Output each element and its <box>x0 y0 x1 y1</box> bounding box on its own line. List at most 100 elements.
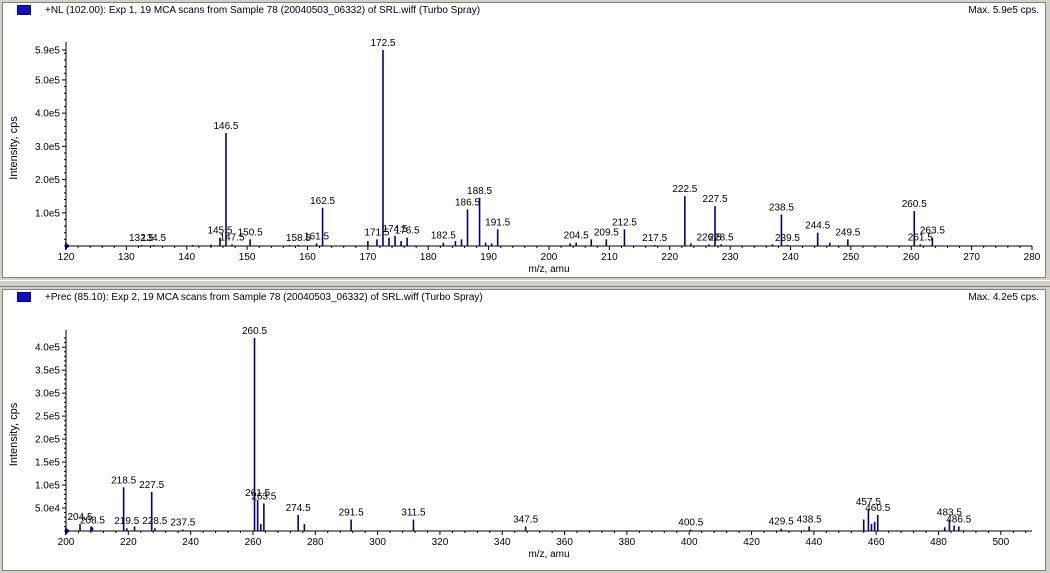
y-axis-label: Intensity, cps <box>8 116 20 180</box>
y-tick-label: 3.0e5 <box>35 389 60 400</box>
x-tick-label: 220 <box>120 537 137 548</box>
peak-label: 158.5 <box>286 233 311 244</box>
peak-label: 483.5 <box>937 508 962 519</box>
x-axis-label: m/z, amu <box>528 264 569 275</box>
x-tick-label: 140 <box>178 252 195 263</box>
y-tick-label: 2.0e5 <box>35 175 60 186</box>
y-tick-label: 1.5e5 <box>35 458 60 469</box>
x-tick-label: 300 <box>369 537 386 548</box>
peak-label: 244.5 <box>805 221 830 232</box>
peak-label: 174.5 <box>383 224 408 235</box>
peak-label: 291.5 <box>339 508 364 519</box>
max-intensity-label: Max. 4.2e5 cps. <box>968 292 1039 303</box>
spectrum-pane-top[interactable]: +NL (102.00): Exp 1, 19 MCA scans from S… <box>2 2 1046 278</box>
x-tick-label: 220 <box>661 252 678 263</box>
peak-label: 274.5 <box>286 503 311 514</box>
peak-label: 217.5 <box>642 233 667 244</box>
peak-label: 237.5 <box>170 518 195 529</box>
x-tick-label: 240 <box>782 252 799 263</box>
peak-label: 172.5 <box>370 38 395 49</box>
peak-label: 134.5 <box>141 233 166 244</box>
y-tick-label: 4.0e5 <box>35 343 60 354</box>
max-intensity-label: Max. 5.9e5 cps. <box>968 5 1039 16</box>
x-tick-label: 460 <box>868 537 885 548</box>
x-axis-label: m/z, amu <box>528 549 569 560</box>
peak-label: 186.5 <box>455 197 480 208</box>
peak-label: 249.5 <box>835 227 860 238</box>
y-tick-label: 5.9e5 <box>35 46 60 57</box>
peak-label: 150.5 <box>238 227 263 238</box>
x-tick-label: 130 <box>118 252 135 263</box>
peak-label: 176.5 <box>395 226 420 237</box>
peak-label: 188.5 <box>467 186 492 197</box>
x-tick-label: 160 <box>299 252 316 263</box>
peak-label: 204.5 <box>564 231 589 242</box>
peak-label: 457.5 <box>856 497 881 508</box>
peak-label: 162.5 <box>310 196 335 207</box>
y-tick-label: 4.0e5 <box>35 109 60 120</box>
peak-label: 147.5 <box>220 232 245 243</box>
peak-label: 218.5 <box>111 475 136 486</box>
spectrum-pane-bottom[interactable]: +Prec (85.10): Exp 2, 19 MCA scans from … <box>2 289 1046 571</box>
peak-label: 209.5 <box>594 227 619 238</box>
peak-label: 460.5 <box>865 503 890 514</box>
x-tick-label: 230 <box>722 252 739 263</box>
x-tick-label: 120 <box>58 252 75 263</box>
peak-label: 146.5 <box>213 121 238 132</box>
peak-label: 239.5 <box>775 233 800 244</box>
pane-title: +Prec (85.10): Exp 2, 19 MCA scans from … <box>45 292 483 303</box>
y-tick-label: 5.0e5 <box>35 75 60 86</box>
x-tick-label: 380 <box>619 537 636 548</box>
x-tick-label: 420 <box>743 537 760 548</box>
x-tick-label: 150 <box>239 252 256 263</box>
peak-label: 227.5 <box>703 194 728 205</box>
y-tick-label: 1.0e5 <box>35 481 60 492</box>
peak-label: 208.5 <box>80 515 105 526</box>
peak-label: 260.5 <box>902 199 927 210</box>
x-tick-label: 240 <box>182 537 199 548</box>
peak-label: 263.5 <box>920 226 945 237</box>
pane-marker-icon <box>17 292 31 302</box>
peak-label: 260.5 <box>242 326 267 337</box>
y-tick-label: 2.0e5 <box>35 435 60 446</box>
spectrum-chart[interactable]: 120 130 140 150 160 170 180 190 200 210 220 230 240 2… <box>3 3 1047 279</box>
y-axis-label: Intensity, cps <box>8 402 20 466</box>
x-tick-label: 200 <box>58 537 75 548</box>
peak-label: 228.5 <box>142 516 167 527</box>
y-tick-label: 3.5e5 <box>35 366 60 377</box>
x-tick-label: 210 <box>601 252 618 263</box>
peak-label: 171.5 <box>364 227 389 238</box>
spectrum-chart[interactable]: 200 220 240 260 280 300 320 340 360 380 400 420 440 4… <box>3 290 1047 572</box>
peak-label: 400.5 <box>678 518 703 529</box>
x-tick-label: 400 <box>681 537 698 548</box>
pane-marker-icon <box>17 5 31 15</box>
peak-label: 228.5 <box>709 232 734 243</box>
peak-label: 191.5 <box>485 217 510 228</box>
peak-label: 132.5 <box>129 233 154 244</box>
pane-title: +NL (102.00): Exp 1, 19 MCA scans from S… <box>45 5 481 16</box>
peak-label: 438.5 <box>797 514 822 525</box>
x-tick-label: 270 <box>963 252 980 263</box>
peak-label: 204.5 <box>68 512 93 523</box>
x-tick-label: 280 <box>1024 252 1041 263</box>
x-tick-label: 200 <box>541 252 558 263</box>
x-tick-label: 260 <box>903 252 920 263</box>
x-tick-label: 500 <box>992 537 1009 548</box>
pane-splitter[interactable] <box>0 280 1050 287</box>
y-tick-label: 1.0e5 <box>35 208 60 219</box>
peak-label: 227.5 <box>139 480 164 491</box>
x-tick-label: 340 <box>494 537 511 548</box>
peak-label: 145.5 <box>207 226 232 237</box>
peak-label: 226.5 <box>696 232 721 243</box>
x-tick-label: 190 <box>480 252 497 263</box>
x-tick-label: 180 <box>420 252 437 263</box>
x-tick-label: 320 <box>432 537 449 548</box>
peak-label: 222.5 <box>672 184 697 195</box>
peak-label: 311.5 <box>401 508 426 519</box>
peak-label: 429.5 <box>769 517 794 528</box>
y-tick-label: 2.5e5 <box>35 412 60 423</box>
x-tick-label: 260 <box>245 537 262 548</box>
peak-label: 261.5 <box>245 488 270 499</box>
peak-label: 219.5 <box>114 516 139 527</box>
peak-label: 263.5 <box>251 491 276 502</box>
